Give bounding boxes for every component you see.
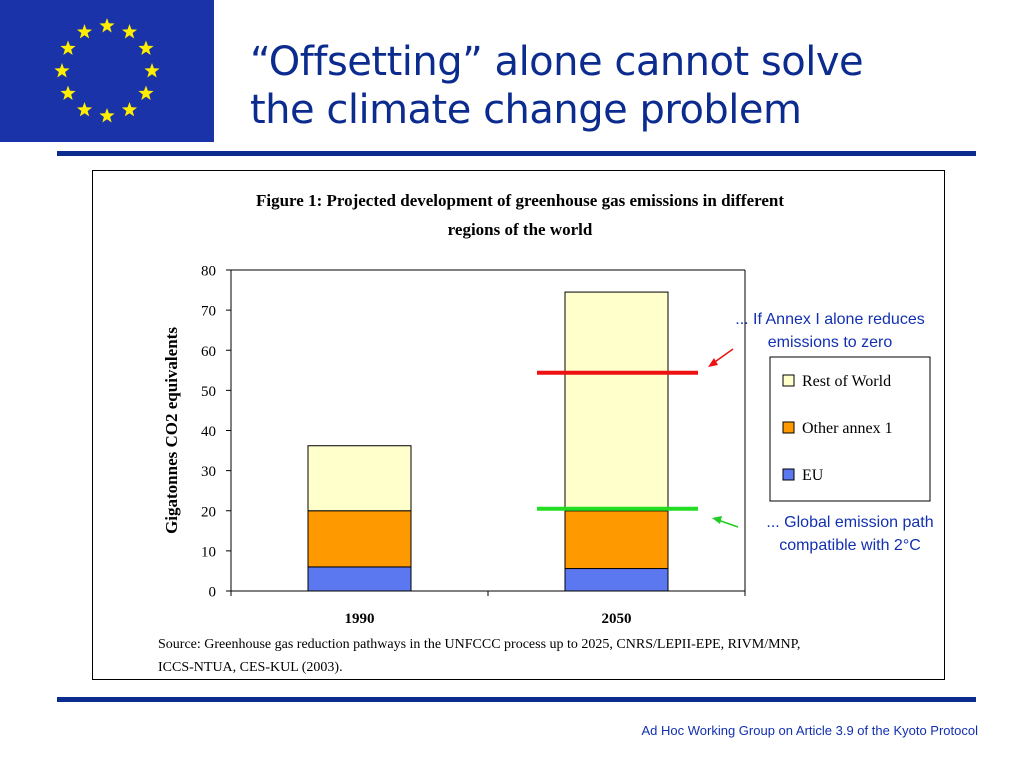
- figure-source-line2: ICCS-NTUA, CES-KUL (2003).: [158, 660, 343, 675]
- legend-label: Other annex 1: [802, 420, 893, 437]
- legend-label: Rest of World: [802, 373, 891, 390]
- annex-annotation-line2: emissions to zero: [767, 334, 893, 351]
- bar-segment-eu-1990: [307, 566, 412, 592]
- y-tick-label: 10: [201, 544, 216, 560]
- eu-flag: [0, 0, 214, 142]
- x-tick-label: 2050: [602, 611, 632, 627]
- chart-bars: [307, 291, 669, 592]
- global-arrow-icon: [717, 519, 739, 528]
- figure-source: Source: Greenhouse gas reduction pathway…: [158, 633, 938, 679]
- legend-swatch: [782, 374, 795, 387]
- global-arrowhead-icon: [712, 516, 722, 524]
- flag-star-icon: [76, 102, 93, 117]
- x-tick-label: 1990: [345, 611, 375, 627]
- flag-star-icon: [54, 63, 70, 78]
- flag-star-icon: [60, 85, 76, 100]
- y-tick-label: 30: [201, 464, 216, 480]
- flag-star-icon: [138, 85, 154, 100]
- bar-segment-rest-of-world-1990: [307, 445, 412, 512]
- figure-title-line1: Figure 1: Projected development of green…: [255, 191, 785, 210]
- legend-swatch: [782, 421, 795, 434]
- bar-segment-other-annex-1-2050: [564, 510, 669, 570]
- legend-label: EU: [802, 467, 824, 484]
- y-tick-label: 50: [201, 384, 216, 400]
- bottom-divider: [57, 697, 976, 702]
- figure-title: Figure 1: Projected development of green…: [150, 186, 890, 244]
- y-axis-label: Gigatonnes CO2 equivalents: [162, 327, 181, 534]
- top-divider: [57, 151, 976, 156]
- flag-star-icon: [144, 63, 160, 78]
- bar-segment-other-annex-1-1990: [307, 510, 412, 568]
- annex-annotation-line1: ... If Annex I alone reduces: [735, 311, 925, 328]
- eu-flag-stars: [54, 18, 160, 123]
- flag-star-icon: [121, 24, 138, 39]
- figure-title-line2: regions of the world: [447, 220, 593, 239]
- y-tick-label: 60: [201, 344, 216, 360]
- footer-text: Ad Hoc Working Group on Article 3.9 of t…: [641, 723, 979, 738]
- chart-reference-lines: [537, 348, 739, 528]
- bar-segment-rest-of-world-2050: [564, 291, 669, 512]
- flag-star-icon: [138, 40, 154, 55]
- chart-legend: Rest of World Other annex 1 EU: [769, 356, 931, 502]
- global-path-annotation-line1: ... Global emission path: [766, 514, 934, 531]
- legend-swatch: [782, 468, 795, 481]
- flag-star-icon: [121, 102, 138, 117]
- flag-star-icon: [76, 24, 93, 39]
- y-tick-label: 0: [209, 585, 217, 601]
- y-tick-label: 70: [201, 304, 216, 320]
- slide-title-line1: “Offsetting” alone cannot solve: [250, 39, 864, 85]
- y-tick-label: 80: [201, 264, 216, 280]
- global-path-annotation: ... Global emission path compatible with…: [740, 511, 960, 557]
- chart-axes: 0 10 20 30 40 50 60 70 80 1990 2050 Gigatonnes CO2 …: [162, 264, 746, 627]
- slide-title: “Offsetting” alone cannot solve the clim…: [250, 38, 950, 134]
- figure-source-line1: Source: Greenhouse gas reduction pathway…: [158, 637, 801, 652]
- annex-annotation: ... If Annex I alone reduces emissions t…: [700, 308, 960, 354]
- flag-star-icon: [99, 18, 115, 33]
- y-tick-label: 40: [201, 424, 216, 440]
- annex-arrowhead-icon: [708, 358, 718, 367]
- global-path-annotation-line2: compatible with 2°C: [779, 537, 921, 554]
- legend-box: [769, 356, 931, 502]
- flag-star-icon: [99, 108, 115, 123]
- bar-segment-eu-2050: [564, 568, 669, 592]
- flag-star-icon: [60, 40, 76, 55]
- slide-title-line2: the climate change problem: [250, 87, 802, 133]
- y-tick-label: 20: [201, 504, 216, 520]
